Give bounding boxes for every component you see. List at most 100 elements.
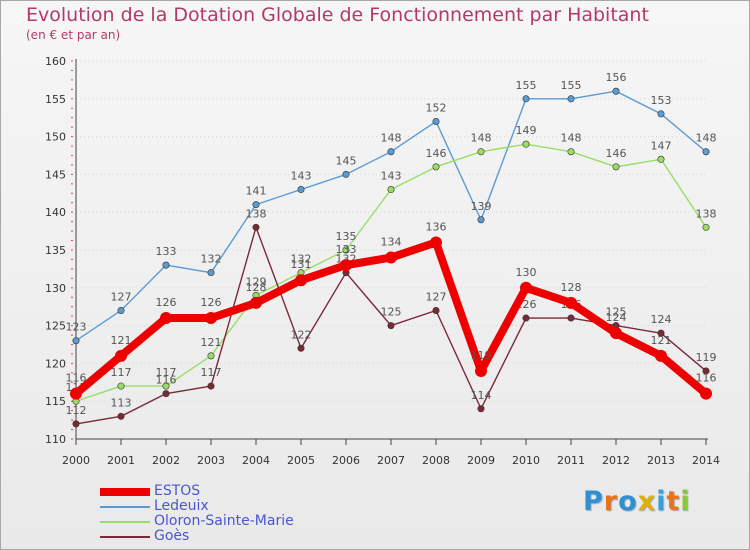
data-label: 127: [111, 290, 132, 303]
data-label: 126: [201, 296, 222, 309]
data-label: 128: [561, 281, 582, 294]
proxiti-logo: Proxiti: [583, 486, 691, 517]
data-label: 125: [606, 306, 627, 319]
data-point: [72, 420, 80, 428]
logo-letter: i: [680, 486, 691, 517]
x-tick-label: 2008: [422, 454, 450, 467]
data-point: [612, 163, 620, 171]
data-point: [612, 87, 620, 95]
data-point: [657, 110, 665, 118]
x-tick-label: 2001: [107, 454, 135, 467]
data-point: [342, 170, 350, 178]
data-label: 116: [66, 372, 87, 385]
data-label: 116: [156, 374, 177, 387]
x-tick-label: 2011: [557, 454, 585, 467]
data-label: 146: [426, 147, 447, 160]
data-label: 156: [606, 71, 627, 84]
logo-letter: t: [666, 486, 681, 517]
y-tick-label: 120: [45, 357, 66, 370]
x-tick-label: 2012: [602, 454, 630, 467]
y-tick-label: 145: [45, 168, 66, 181]
data-point: [207, 269, 215, 277]
data-point: [162, 390, 170, 398]
data-label: 117: [156, 366, 177, 379]
data-label: 121: [651, 334, 672, 347]
data-label: 136: [426, 220, 447, 233]
x-tick-label: 2014: [692, 454, 720, 467]
data-label: 123: [66, 321, 87, 334]
logo-letter: i: [656, 486, 667, 517]
logo-letter: o: [618, 486, 638, 517]
data-label: 130: [516, 266, 537, 279]
data-label: 155: [516, 79, 537, 92]
data-point: [702, 367, 710, 375]
data-label: 117: [201, 366, 222, 379]
data-point: [387, 322, 395, 330]
chart-title: Evolution de la Dotation Globale de Fonc…: [26, 4, 649, 26]
data-label: 139: [471, 200, 492, 213]
data-label: 138: [246, 207, 267, 220]
data-point: [477, 216, 485, 224]
data-point: [520, 281, 532, 294]
data-point: [205, 312, 217, 325]
data-point: [387, 148, 395, 156]
data-label: 127: [426, 290, 447, 303]
data-point: [522, 314, 530, 322]
data-point: [117, 306, 125, 314]
data-point: [432, 163, 440, 171]
y-tick-label: 155: [45, 93, 66, 106]
y-tick-label: 150: [45, 131, 66, 144]
legend-swatch: [100, 506, 150, 508]
x-tick-label: 2006: [332, 454, 360, 467]
data-point: [207, 352, 215, 360]
data-point: [252, 223, 260, 231]
legend-label: Ledeuix: [154, 498, 209, 514]
y-tick-label: 125: [45, 320, 66, 333]
data-point: [117, 382, 125, 390]
y-tick-label: 115: [45, 395, 66, 408]
data-label: 143: [381, 170, 402, 183]
data-point: [655, 349, 667, 362]
data-label: 125: [381, 306, 402, 319]
data-label: 134: [381, 236, 402, 249]
data-label: 148: [561, 132, 582, 145]
x-tick-label: 2004: [242, 454, 270, 467]
logo-letter: P: [583, 486, 604, 517]
data-label: 145: [336, 154, 357, 167]
series-line-oloron-sainte-marie: [75, 143, 707, 402]
data-point: [522, 95, 530, 103]
data-label: 132: [201, 253, 222, 266]
data-label: 132: [291, 253, 312, 266]
data-label: 113: [111, 396, 132, 409]
data-label: 124: [651, 313, 672, 326]
data-point: [70, 387, 82, 400]
data-point: [162, 382, 170, 390]
data-label: 128: [246, 281, 267, 294]
data-label: 116: [696, 372, 717, 385]
x-tick-label: 2013: [647, 454, 675, 467]
y-tick-label: 135: [45, 244, 66, 257]
data-label: 148: [381, 132, 402, 145]
data-point: [340, 259, 352, 272]
data-point: [432, 117, 440, 125]
data-point: [385, 251, 397, 264]
data-point: [160, 312, 172, 325]
data-point: [342, 246, 350, 254]
data-label: 152: [426, 101, 447, 114]
data-point: [567, 314, 575, 322]
data-label: 131: [291, 258, 312, 271]
data-point: [702, 148, 710, 156]
data-label: 146: [606, 147, 627, 160]
y-tick-label: 140: [45, 206, 66, 219]
legend-label: ESTOS: [154, 483, 201, 499]
data-point: [387, 186, 395, 194]
data-point: [430, 236, 442, 249]
data-point: [115, 349, 127, 362]
data-label: 147: [651, 139, 672, 152]
data-label: 121: [201, 336, 222, 349]
x-tick-label: 2002: [152, 454, 180, 467]
data-point: [567, 148, 575, 156]
data-label: 153: [651, 94, 672, 107]
